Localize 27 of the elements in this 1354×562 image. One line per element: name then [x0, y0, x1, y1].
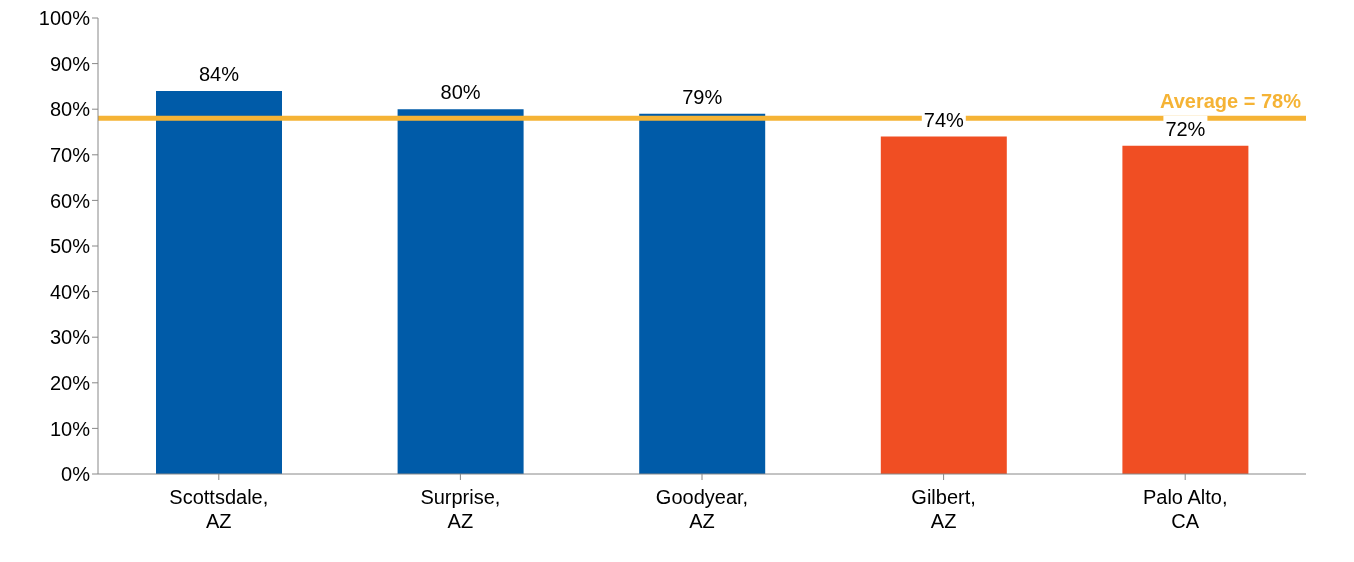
- y-tick-label: 60%: [49, 189, 91, 212]
- bar: [397, 109, 524, 474]
- x-tick-label: Gilbert, AZ: [911, 486, 976, 532]
- y-tick-label: 50%: [49, 235, 91, 258]
- data-label: 74%: [923, 108, 965, 131]
- y-tick-label: 30%: [49, 326, 91, 349]
- y-tick-label: 90%: [49, 52, 91, 75]
- data-label: 72%: [1165, 117, 1206, 140]
- y-tick-label: 100%: [38, 7, 91, 30]
- x-tick-label: Surprise, AZ: [420, 486, 501, 532]
- x-tick-label: Scottsdale, AZ: [169, 486, 269, 532]
- y-tick-label: 10%: [49, 417, 91, 440]
- bar: [156, 90, 282, 474]
- y-tick-label: 0%: [61, 463, 91, 486]
- y-tick-label: 80%: [49, 98, 91, 121]
- y-tick-label: 40%: [49, 280, 91, 303]
- x-tick-label: Goodyear, AZ: [655, 486, 749, 532]
- ref-line-label: Average = 78%: [1159, 89, 1302, 112]
- bar: [639, 113, 766, 474]
- data-label: 84%: [198, 62, 240, 85]
- data-label: 80%: [440, 81, 481, 104]
- bar: [880, 136, 1007, 474]
- y-tick-label: 70%: [49, 143, 91, 166]
- y-tick-label: 20%: [49, 371, 91, 394]
- bar: [1122, 145, 1249, 474]
- x-tick-label: Palo Alto, CA: [1142, 486, 1228, 532]
- data-label: 79%: [682, 85, 723, 108]
